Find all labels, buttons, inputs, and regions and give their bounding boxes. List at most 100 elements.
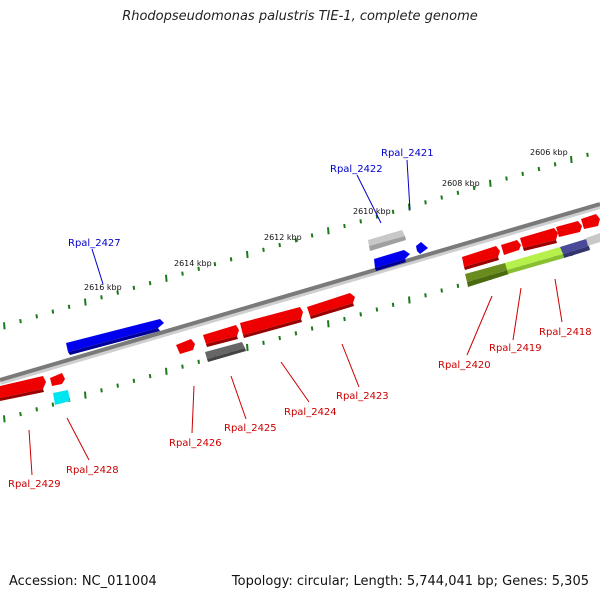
scale-tick — [84, 298, 87, 306]
label-rpal-2425[interactable]: Rpal_2425 — [224, 423, 277, 434]
gene-rpal-2418[interactable] — [560, 239, 590, 258]
gene-rpal-2429[interactable] — [0, 376, 46, 401]
forward-strand-genes — [66, 230, 428, 355]
scale-tick — [229, 257, 233, 262]
scale-label-2608: 2608 kbp — [442, 179, 480, 188]
scale-tick — [586, 152, 589, 157]
scale-tick — [148, 373, 152, 379]
scale-tick — [424, 200, 427, 205]
scale-tick — [262, 340, 265, 345]
map-title: Rhodopseudomonas palustris TIE-1, comple… — [122, 9, 478, 24]
gene-rpal-2422[interactable] — [374, 250, 410, 271]
scale-tick — [424, 293, 427, 298]
label-rpal-2418[interactable]: Rpal_2418 — [539, 327, 592, 338]
scale-tick — [408, 296, 411, 304]
scale-tick — [116, 383, 119, 388]
gene-rpal-2419-red[interactable] — [501, 240, 521, 255]
scale-tick — [553, 162, 557, 167]
gene-red-right-2[interactable] — [581, 214, 600, 229]
scale-tick — [456, 190, 460, 195]
scale-tick — [67, 304, 71, 309]
scale-tick — [51, 402, 55, 407]
scale-tick — [537, 166, 541, 172]
gene-rpal-2426[interactable] — [176, 339, 195, 354]
genome-backbone — [0, 202, 600, 385]
scale-tick — [294, 331, 298, 336]
scale-tick — [3, 322, 6, 330]
scale-label-2616: 2616 kbp — [84, 283, 122, 292]
scale-tick — [213, 261, 217, 267]
label-rpal-2428[interactable]: Rpal_2428 — [66, 465, 119, 476]
scale-tick — [505, 176, 508, 181]
scale-label-2612: 2612 kbp — [264, 233, 302, 242]
scale-tick — [132, 285, 136, 290]
scale-tick — [100, 388, 103, 393]
scale-tick — [327, 227, 330, 235]
gene-rpal-2428-red[interactable] — [50, 373, 65, 386]
scale-tick — [19, 411, 22, 417]
gene-rpal-2425-red[interactable] — [203, 325, 239, 347]
label-rpal-2421[interactable]: Rpal_2421 — [381, 148, 434, 159]
label-leader-lines — [28, 159, 563, 476]
scale-tick — [456, 283, 460, 288]
scale-tick — [521, 171, 524, 176]
scale-tick — [197, 359, 200, 364]
scale-label-2614: 2614 kbp — [174, 259, 212, 268]
gene-rpal-2420-red[interactable] — [462, 246, 500, 270]
scale-tick — [35, 314, 38, 319]
scale-tick — [100, 295, 103, 300]
scale-tick — [262, 247, 265, 252]
scale-tick — [181, 364, 184, 369]
scale-tick — [51, 309, 55, 314]
scale-tick — [197, 266, 200, 271]
scale-tick — [278, 242, 281, 248]
upper-scale-ticks — [3, 152, 589, 330]
scale-tick — [570, 155, 573, 164]
scale-tick — [359, 219, 362, 224]
scale-tick — [165, 274, 168, 282]
scale-tick — [391, 209, 395, 214]
accession-text: Accession: NC_011004 — [9, 574, 157, 589]
label-rpal-2422[interactable]: Rpal_2422 — [330, 164, 383, 175]
scale-tick — [359, 312, 362, 317]
scale-tick — [294, 238, 298, 243]
label-rpal-2420[interactable]: Rpal_2420 — [438, 360, 491, 371]
gene-rpal-2428[interactable] — [53, 390, 70, 405]
gene-rpal-2421[interactable] — [416, 242, 428, 254]
scale-tick — [391, 302, 395, 307]
label-rpal-2424[interactable]: Rpal_2424 — [284, 407, 337, 418]
scale-tick — [148, 280, 152, 286]
scale-tick — [246, 343, 249, 352]
scale-tick — [343, 223, 346, 229]
gene-rpal-2420[interactable] — [465, 263, 509, 287]
gene-rpal-2423[interactable] — [307, 293, 355, 319]
label-rpal-2429[interactable]: Rpal_2429 — [8, 479, 61, 490]
label-rpal-2419[interactable]: Rpal_2419 — [489, 343, 542, 354]
gene-rpal-2419[interactable] — [505, 247, 564, 274]
gene-rpal-2427[interactable] — [66, 319, 164, 355]
scale-tick — [440, 288, 443, 293]
scale-tick — [84, 391, 87, 399]
gene-rpal-2424[interactable] — [240, 307, 303, 338]
scale-tick — [440, 195, 443, 200]
scale-tick — [3, 415, 6, 423]
gene-grey-right[interactable] — [586, 233, 600, 246]
gene-rpal-2418-red[interactable] — [520, 228, 558, 251]
scale-tick — [489, 179, 492, 187]
scale-tick — [35, 407, 38, 412]
scale-tick — [343, 316, 346, 322]
label-rpal-2426[interactable]: Rpal_2426 — [169, 438, 222, 449]
label-rpal-2423[interactable]: Rpal_2423 — [336, 391, 389, 402]
gene-red-right-1[interactable] — [556, 221, 582, 237]
scale-tick — [310, 233, 314, 238]
scale-tick — [327, 320, 330, 328]
gene-rpal-2425[interactable] — [205, 342, 246, 362]
topology-text: Topology: circular; Length: 5,744,041 bp… — [231, 574, 589, 589]
gene-pseudo-grey-upper[interactable] — [368, 230, 406, 251]
scale-tick — [116, 290, 119, 295]
scale-tick — [181, 271, 184, 276]
label-rpal-2427[interactable]: Rpal_2427 — [68, 238, 121, 249]
scale-label-2606: 2606 kbp — [530, 148, 568, 157]
scale-tick — [310, 326, 314, 331]
